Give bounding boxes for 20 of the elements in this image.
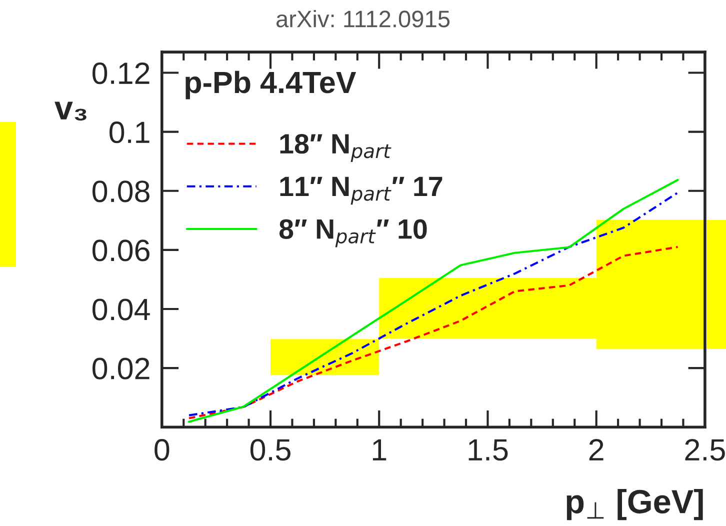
x-tick-label: 2: [589, 439, 604, 460]
legend-label: 18″ N$_{part}$: [280, 134, 392, 162]
y-tick-label: 0.12: [92, 62, 150, 84]
legend-label: 11″ N$_{part}$″ 17: [280, 176, 442, 205]
x-tick-label: 0.5: [250, 439, 290, 461]
x-axis-title: p$_{⊥}$ [GeV]: [566, 488, 703, 520]
line-series: [188, 246, 679, 420]
y-tick-label: 0.02: [92, 358, 150, 380]
y-tick-label: 0.1: [110, 122, 150, 144]
x-tick-label: 1.5: [468, 439, 508, 461]
legend-label: 8″ N$_{part}$″ 10: [279, 219, 427, 248]
y-axis-title: v₃: [54, 102, 86, 121]
y-tick-label: 0.08: [92, 180, 150, 202]
x-tick-label: 1: [372, 439, 386, 460]
y-tick-label: 0.06: [92, 240, 150, 262]
x-tick-label: 2.5: [685, 439, 725, 461]
text: arXiv: 1112.0915: [276, 10, 450, 28]
y-tick-label: 0.04: [92, 298, 150, 320]
text: p-Pb 4.4TeV: [186, 70, 356, 100]
x-tick-label: 0: [154, 439, 170, 461]
